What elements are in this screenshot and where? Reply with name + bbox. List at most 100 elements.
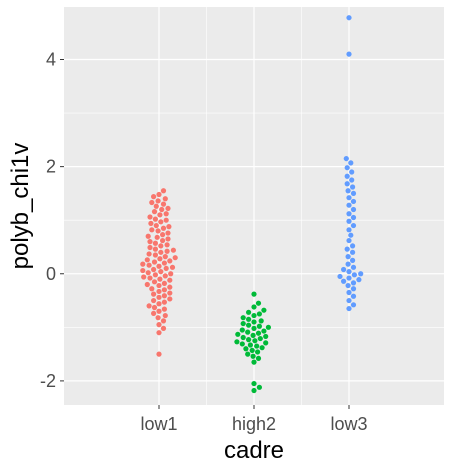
data-point-low1 — [162, 273, 168, 279]
data-point-low1 — [158, 219, 164, 225]
data-point-low1 — [162, 254, 168, 260]
data-point-low1 — [163, 265, 169, 272]
data-point-high2 — [246, 337, 252, 343]
data-point-low1 — [160, 201, 167, 207]
data-point-low3 — [350, 190, 357, 197]
data-point-low1 — [170, 247, 176, 253]
data-point-low1 — [157, 276, 163, 282]
data-point-low3 — [350, 206, 357, 213]
data-point-low1 — [161, 280, 167, 287]
data-point-low1 — [153, 222, 159, 229]
data-point-low1 — [145, 270, 151, 276]
data-point-low1 — [165, 205, 171, 212]
data-point-low3 — [346, 227, 352, 233]
data-point-low1 — [160, 225, 167, 231]
data-point-low1 — [161, 306, 167, 312]
data-point-low3 — [344, 181, 350, 187]
data-point-high2 — [263, 333, 269, 340]
data-point-low1 — [156, 351, 162, 357]
data-point-high2 — [246, 309, 252, 315]
data-point-low3 — [346, 237, 352, 244]
data-point-high2 — [252, 338, 258, 344]
data-point-low3 — [350, 257, 356, 263]
data-point-high2 — [255, 330, 262, 336]
data-point-low1 — [145, 233, 151, 239]
data-point-low1 — [151, 297, 157, 304]
data-point-low3 — [343, 155, 349, 162]
data-point-low3 — [350, 280, 357, 286]
data-point-low1 — [160, 325, 167, 331]
data-point-high2 — [255, 349, 261, 355]
data-point-low1 — [149, 199, 155, 206]
data-point-low1 — [147, 275, 153, 281]
data-point-low3 — [344, 246, 350, 252]
data-point-low3 — [358, 271, 364, 277]
data-point-high2 — [254, 343, 260, 349]
data-point-low1 — [165, 230, 171, 236]
data-point-low1 — [161, 287, 167, 293]
data-point-low3 — [350, 198, 357, 205]
data-point-low1 — [156, 191, 162, 198]
x-tick-label: high2 — [232, 414, 276, 434]
data-point-high2 — [240, 315, 246, 321]
data-point-low1 — [154, 234, 160, 240]
data-point-low1 — [152, 252, 158, 258]
data-point-high2 — [246, 322, 252, 328]
data-point-low1 — [160, 188, 167, 194]
data-point-low1 — [151, 279, 158, 285]
y-axis-title: polyb_chi1v — [7, 143, 34, 270]
data-point-low1 — [161, 293, 167, 299]
data-point-low1 — [151, 291, 157, 297]
data-point-low3 — [350, 286, 357, 292]
data-point-low3 — [341, 278, 347, 284]
data-point-low3 — [345, 188, 351, 194]
data-point-low1 — [168, 271, 174, 277]
data-point-low1 — [156, 288, 162, 295]
data-point-low1 — [149, 286, 155, 292]
data-point-low3 — [345, 261, 351, 267]
data-point-low3 — [356, 277, 362, 283]
data-point-low1 — [151, 266, 157, 273]
data-points — [140, 15, 364, 394]
data-point-high2 — [239, 327, 245, 333]
data-point-high2 — [256, 384, 262, 390]
data-point-low3 — [346, 218, 352, 224]
data-point-low1 — [172, 255, 178, 261]
y-axis-ticks: -2 0 2 4 — [40, 49, 64, 391]
data-point-high2 — [251, 312, 257, 319]
data-point-low1 — [167, 277, 173, 283]
data-point-high2 — [235, 331, 241, 337]
data-point-low1 — [167, 296, 173, 302]
data-point-low3 — [348, 160, 354, 166]
data-point-low3 — [346, 51, 352, 57]
data-point-high2 — [251, 319, 257, 325]
data-point-low3 — [337, 273, 343, 280]
data-point-high2 — [251, 387, 257, 394]
data-point-low3 — [346, 195, 352, 201]
data-point-low1 — [157, 256, 163, 262]
data-point-high2 — [263, 340, 269, 346]
data-point-high2 — [265, 324, 271, 330]
data-point-low1 — [152, 240, 158, 246]
data-point-low1 — [147, 244, 153, 251]
data-point-low1 — [159, 206, 165, 213]
data-point-low1 — [147, 239, 153, 245]
y-tick-label: 0 — [46, 264, 56, 284]
data-point-low3 — [345, 282, 351, 289]
data-point-low1 — [155, 315, 161, 321]
data-point-low1 — [152, 216, 158, 222]
data-point-low3 — [341, 266, 347, 273]
data-point-low3 — [351, 272, 357, 278]
data-point-low1 — [167, 258, 173, 264]
data-point-low3 — [346, 305, 352, 312]
data-point-low1 — [156, 263, 162, 269]
data-point-low1 — [152, 246, 158, 252]
data-point-high2 — [251, 291, 257, 297]
data-point-low1 — [155, 228, 161, 234]
data-point-low1 — [156, 322, 162, 328]
data-point-low3 — [344, 173, 350, 179]
data-point-low1 — [167, 290, 173, 296]
data-point-high2 — [243, 346, 249, 352]
data-point-high2 — [261, 307, 267, 313]
data-point-low1 — [163, 217, 169, 223]
